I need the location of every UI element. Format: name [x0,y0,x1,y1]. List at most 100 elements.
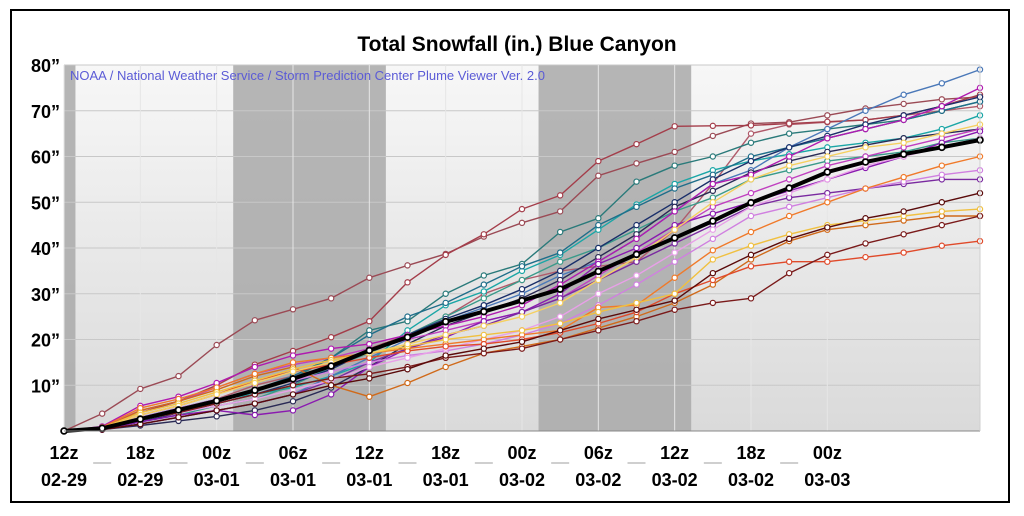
data-point [824,134,831,142]
data-point [671,258,678,265]
data-point [785,269,793,277]
data-point [671,249,678,256]
data-point [595,276,602,284]
data-point [289,382,297,389]
data-point [595,221,602,229]
data-point [289,391,297,398]
data-point [251,400,259,407]
data-point [785,120,793,127]
data-point [747,263,755,270]
data-point [785,203,793,211]
data-point [785,176,793,183]
x-tick-label-time: 06z [278,443,307,463]
x-tick-label-date: 03-01 [346,470,392,490]
data-point [862,240,869,247]
data-point [518,285,526,293]
x-tick-label-date: 03-02 [652,470,698,490]
data-point [518,219,526,227]
data-point [709,256,717,263]
data-point [671,226,678,233]
data-point [480,272,488,279]
data-point [709,276,717,284]
x-tick-label-date: 02-29 [41,470,87,490]
data-point [518,338,526,345]
data-point [900,231,907,238]
data-point [709,132,717,140]
data-point [327,345,335,352]
data-point [824,224,831,231]
data-point [480,345,488,352]
data-point [785,144,793,151]
data-point [480,231,488,238]
x-tick-label-date: 03-02 [728,470,774,490]
data-point [98,410,106,417]
data-point [709,299,717,307]
data-point [212,397,221,405]
data-point [556,192,564,199]
data-point [938,130,946,137]
data-point [633,178,640,185]
data-point [862,185,869,192]
data-point [633,281,640,288]
x-tick-label-date: 03-03 [804,470,850,490]
data-point [366,375,373,382]
data-point [518,345,526,352]
data-point [747,212,755,220]
data-point [136,415,145,423]
data-point [327,334,335,341]
x-tick-label-date: 03-01 [194,470,240,490]
data-point [671,290,678,297]
data-point [404,354,411,361]
data-point [709,269,717,277]
data-point [137,385,144,393]
data-point [404,366,411,373]
data-point [442,251,449,259]
data-point [556,258,564,265]
data-point [327,375,335,382]
data-point [595,260,602,268]
data-point [213,407,220,414]
data-point [785,258,793,265]
data-point [671,123,678,130]
data-point [709,180,717,188]
data-point [556,267,564,275]
data-point [366,331,373,339]
data-point [480,322,488,329]
data-point [938,143,946,152]
data-point [480,331,488,339]
data-point [213,391,220,398]
data-point [633,221,640,229]
data-point [556,336,564,343]
data-point [480,307,488,316]
data-point [518,263,526,270]
x-tick-label-time: 12z [355,443,384,463]
data-point [824,199,831,206]
y-tick-label: 80” [31,56,60,76]
data-point [98,424,106,433]
data-point [251,363,259,371]
data-point [175,372,182,380]
data-point [480,288,488,295]
data-point [442,343,449,350]
data-point [862,107,869,114]
x-tick-label-time: 18z [126,443,155,463]
data-point [747,198,755,207]
data-point [327,295,335,302]
data-point [174,406,183,414]
data-point [595,215,602,222]
series-member [60,84,984,435]
data-point [785,235,793,243]
data-point [518,296,526,305]
chart-credit-text: NOAA / National Weather Service / Storm … [70,68,545,83]
chart-frame: Total Snowfall (in.) Blue Canyon NOAA / … [10,9,1010,503]
data-point [289,359,297,366]
data-point [556,249,564,256]
data-point [862,125,869,133]
data-point [518,205,526,213]
data-point [785,212,793,220]
data-point [289,398,297,405]
data-point [595,244,602,252]
data-point [824,162,831,169]
data-point [480,295,488,302]
data-point [938,102,946,110]
